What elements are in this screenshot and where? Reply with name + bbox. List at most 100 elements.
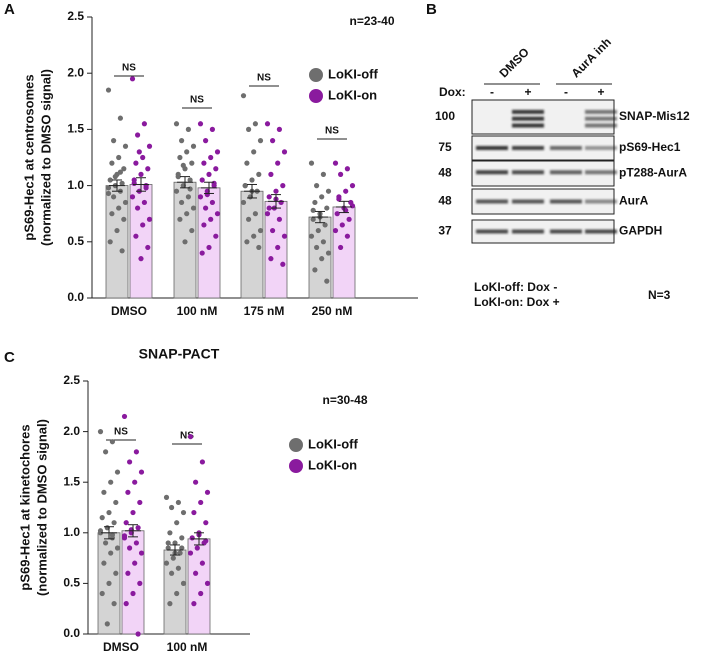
data-point <box>187 177 193 183</box>
blot-band <box>476 146 508 150</box>
data-point <box>175 565 181 571</box>
data-point <box>130 590 136 597</box>
data-point <box>173 188 180 194</box>
blot-band <box>550 199 582 204</box>
data-point <box>240 199 247 206</box>
data-point <box>194 545 200 551</box>
legend-label: LoKI-on <box>328 87 377 102</box>
x-tick-label: 100 nM <box>177 304 218 318</box>
data-point <box>214 211 221 217</box>
data-point <box>135 525 141 531</box>
data-point <box>111 601 117 607</box>
data-point <box>344 233 350 239</box>
data-point <box>251 149 257 155</box>
data-point <box>325 250 332 256</box>
data-point <box>109 532 115 538</box>
data-point <box>174 520 180 526</box>
data-point <box>193 570 199 576</box>
data-point <box>111 520 117 526</box>
data-point <box>203 538 209 544</box>
x-tick-label: 250 nM <box>312 304 353 318</box>
protein-label: SNAP-Mis12 <box>619 109 690 123</box>
data-point <box>116 205 122 211</box>
data-point <box>184 149 190 155</box>
data-point <box>201 160 207 166</box>
data-point <box>170 555 176 561</box>
data-point <box>177 216 183 222</box>
data-point <box>119 248 125 254</box>
data-point <box>349 183 356 189</box>
data-point <box>189 160 195 166</box>
y-tick-label: 0.0 <box>67 290 84 304</box>
data-point <box>107 177 113 183</box>
data-point <box>249 177 255 183</box>
bar <box>332 206 356 299</box>
data-point <box>252 121 258 127</box>
blot-band <box>512 109 544 114</box>
data-point <box>104 621 110 627</box>
data-point <box>251 233 257 239</box>
y-axis-label: (normalized to DMSO signal) <box>34 419 49 596</box>
data-point <box>111 138 117 144</box>
data-point <box>203 205 209 211</box>
data-point <box>211 180 217 186</box>
data-point <box>349 203 356 209</box>
data-point <box>270 227 276 234</box>
blot-band <box>585 109 617 114</box>
data-point <box>180 580 187 587</box>
data-point <box>203 520 209 526</box>
data-point <box>343 188 349 194</box>
data-point <box>199 560 205 566</box>
data-point <box>242 183 248 189</box>
data-point <box>204 580 211 587</box>
legend-swatch <box>309 68 323 82</box>
data-point <box>114 469 121 475</box>
data-point <box>175 174 181 180</box>
data-point <box>138 550 145 556</box>
x-tick-label: 100 nM <box>167 640 208 654</box>
data-point <box>143 185 149 191</box>
data-point <box>315 227 321 234</box>
data-point <box>140 222 146 228</box>
data-point <box>131 180 137 186</box>
blot-band <box>512 170 544 175</box>
blot-band <box>512 146 544 150</box>
data-point <box>135 132 141 138</box>
data-point <box>312 267 318 273</box>
data-point <box>203 138 209 144</box>
data-point <box>346 216 352 222</box>
data-point <box>179 138 185 144</box>
data-point <box>112 174 118 180</box>
y-tick-label: 1.0 <box>63 525 80 539</box>
data-point <box>184 211 190 217</box>
data-point <box>268 256 274 262</box>
data-point <box>106 580 112 587</box>
data-point <box>121 166 127 172</box>
data-point <box>213 233 219 239</box>
panel-label: C <box>4 349 15 366</box>
data-point <box>121 413 128 420</box>
dox-sign: - <box>564 85 568 99</box>
ns-label: NS <box>190 95 204 106</box>
data-point <box>133 233 139 239</box>
data-point <box>129 194 136 200</box>
data-point <box>325 188 332 194</box>
data-point <box>244 160 250 166</box>
data-point <box>268 171 274 177</box>
marker-label: 48 <box>438 166 452 180</box>
data-point <box>264 211 271 217</box>
data-point <box>177 550 183 556</box>
data-point <box>174 590 180 597</box>
data-point <box>314 244 320 251</box>
data-point <box>127 459 133 465</box>
annotation: n=23-40 <box>349 14 394 28</box>
y-axis-label: pS69-Hec1 at kinetochores <box>17 424 32 590</box>
data-point <box>109 439 115 445</box>
y-tick-label: 1.5 <box>63 474 80 488</box>
data-point <box>201 222 207 228</box>
data-point <box>113 570 119 576</box>
data-point <box>256 244 262 251</box>
data-point <box>320 171 326 177</box>
data-point <box>125 570 131 576</box>
